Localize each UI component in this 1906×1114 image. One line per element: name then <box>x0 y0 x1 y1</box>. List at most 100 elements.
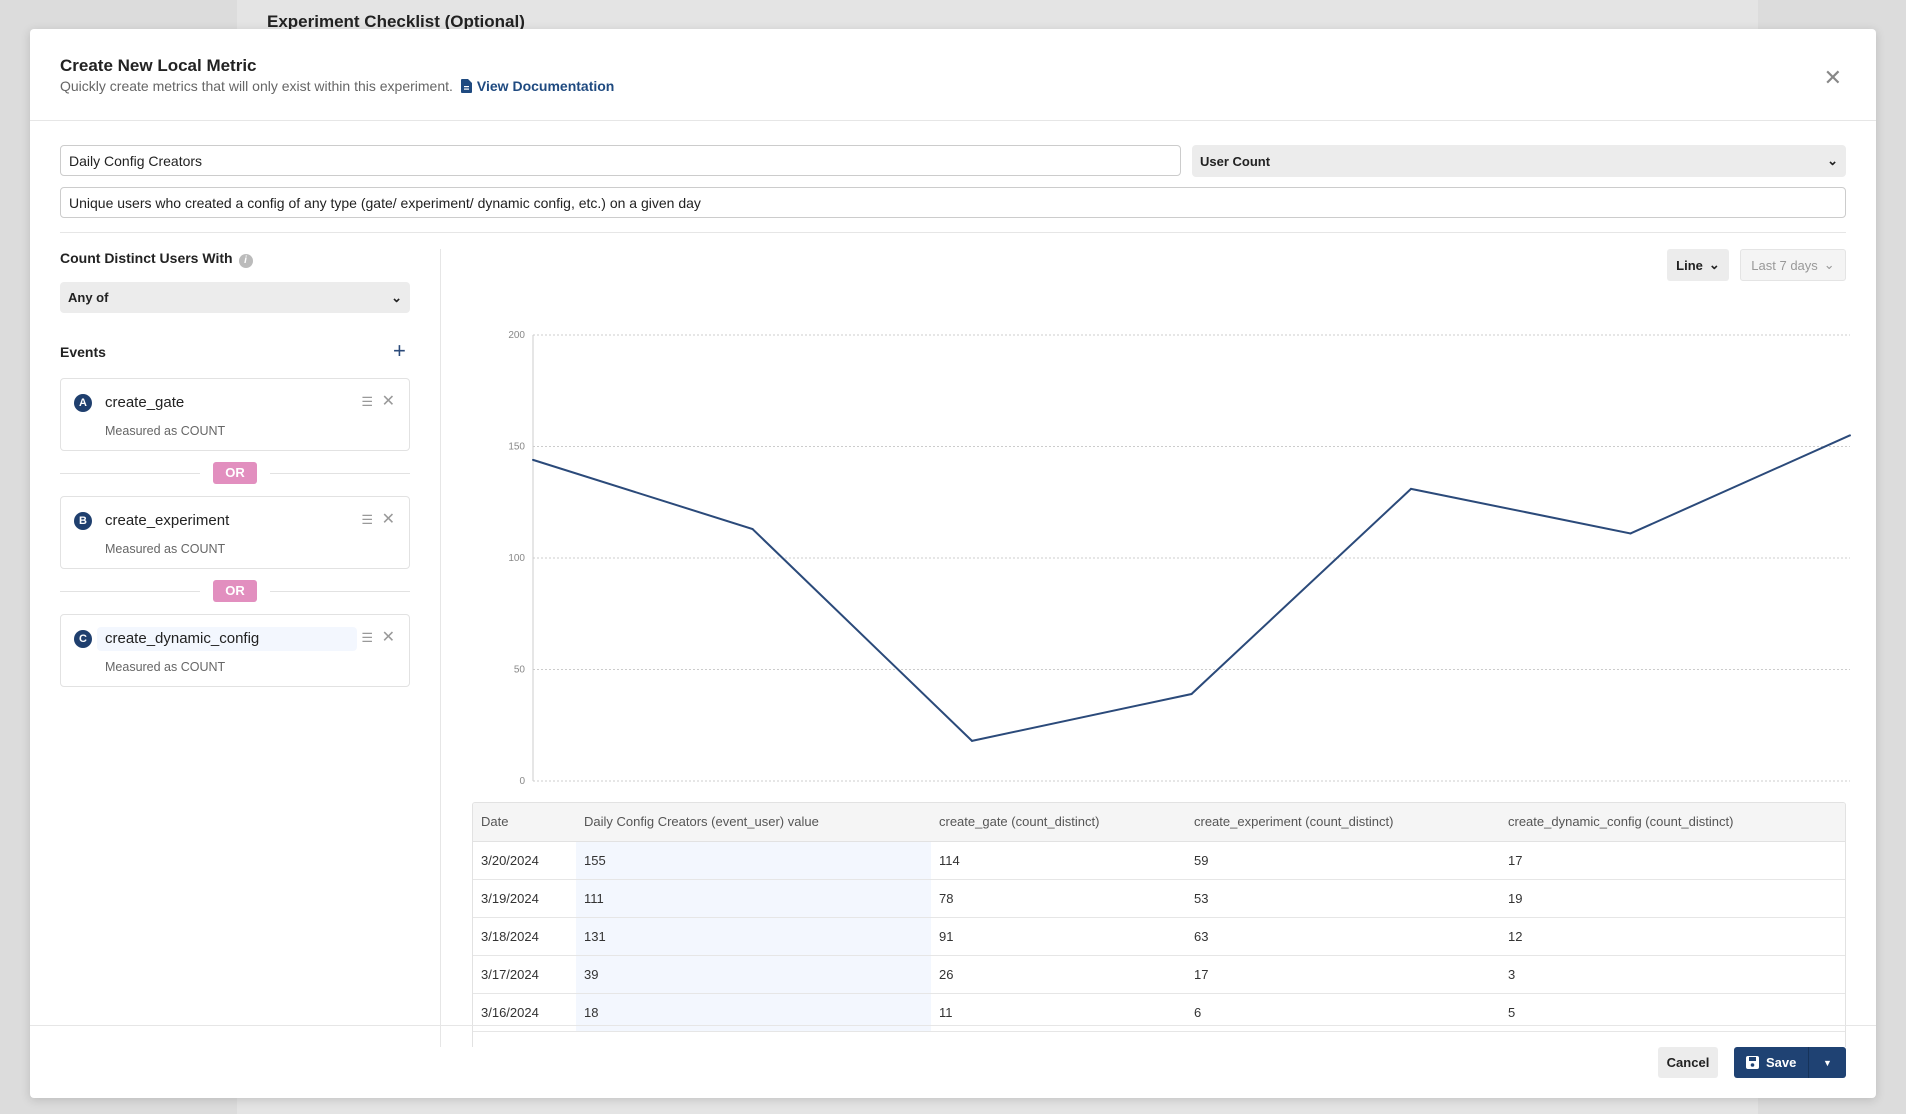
table-cell: 3/17/2024 <box>473 955 576 994</box>
data-point <box>1849 434 1851 437</box>
table-cell: 3/18/2024 <box>473 917 576 956</box>
event-card-b: B create_experiment Measured as COUNT ☰ … <box>60 496 410 569</box>
metric-name-input[interactable]: Daily Config Creators <box>60 145 1181 176</box>
count-distinct-label: Count Distinct Users With i <box>60 250 253 268</box>
divider <box>270 473 410 474</box>
chevron-down-icon: ⌄ <box>1827 153 1838 168</box>
table-cell: 53 <box>1186 879 1500 918</box>
panel-divider <box>440 249 441 1047</box>
save-button-group: Save ▼ <box>1734 1047 1846 1078</box>
chart-type-value: Line <box>1676 257 1703 273</box>
table-cell: 78 <box>931 879 1186 918</box>
or-separator: OR <box>60 580 410 602</box>
y-tick-label: 0 <box>519 776 525 787</box>
any-of-select[interactable]: Any of ⌄ <box>60 282 410 313</box>
event-card-a: A create_gate Measured as COUNT ☰ ✕ <box>60 378 410 451</box>
save-button[interactable]: Save <box>1734 1047 1809 1078</box>
table-cell: 26 <box>931 955 1186 994</box>
date-range-value: Last 7 days <box>1751 257 1818 273</box>
save-icon <box>1746 1056 1759 1069</box>
chevron-down-icon: ⌄ <box>1823 257 1835 272</box>
divider <box>60 591 200 592</box>
event-letter-badge: A <box>74 394 92 412</box>
doc-link-label: View Documentation <box>476 78 615 94</box>
filter-icon[interactable]: ☰ <box>361 630 373 645</box>
table-cell: 131 <box>576 917 931 956</box>
event-measure: Measured as COUNT <box>105 424 226 438</box>
chevron-down-icon: ⌄ <box>391 289 402 305</box>
table-cell: 111 <box>576 879 931 918</box>
table-cell: 3 <box>1500 955 1845 994</box>
save-label: Save <box>1766 1055 1797 1070</box>
remove-event-icon[interactable]: ✕ <box>381 393 395 410</box>
column-header: create_experiment (count_distinct) <box>1186 803 1500 842</box>
table-cell: 3/20/2024 <box>473 841 576 880</box>
table-cell: 17 <box>1500 841 1845 880</box>
divider <box>60 473 200 474</box>
or-badge: OR <box>213 580 257 602</box>
event-name[interactable]: create_experiment <box>105 512 230 529</box>
background-title: Experiment Checklist (Optional) <box>267 12 525 31</box>
event-card-c: C create_dynamic_config Measured as COUN… <box>60 614 410 687</box>
table-row: 3/20/2024 155 114 59 17 <box>473 841 1845 880</box>
table-cell: 114 <box>931 841 1186 880</box>
table-cell: 155 <box>576 841 931 880</box>
close-icon[interactable]: ✕ <box>1823 65 1842 90</box>
column-header: create_gate (count_distinct) <box>931 803 1186 842</box>
event-measure: Measured as COUNT <box>105 542 226 556</box>
table-row: 3/19/2024 111 78 53 19 <box>473 879 1845 918</box>
document-icon <box>460 79 472 93</box>
data-point <box>971 739 973 742</box>
remove-event-icon[interactable]: ✕ <box>381 629 395 646</box>
table-cell: 3/19/2024 <box>473 879 576 918</box>
data-point <box>751 528 754 531</box>
footer-divider <box>30 1025 1876 1026</box>
subtitle-text: Quickly create metrics that will only ex… <box>60 78 453 94</box>
table-cell: 59 <box>1186 841 1500 880</box>
column-header: Daily Config Creators (event_user) value <box>576 803 931 842</box>
events-label: Events <box>60 344 106 360</box>
line-chart: 050100150200Mar 14Mar 15Mar 16Mar 17Mar … <box>508 330 1851 787</box>
table-cell: 39 <box>576 955 931 994</box>
data-point <box>532 458 534 461</box>
header-divider <box>30 120 1876 121</box>
table-cell: 19 <box>1500 879 1845 918</box>
y-tick-label: 150 <box>508 442 525 453</box>
view-documentation-link[interactable]: View Documentation <box>460 78 615 94</box>
event-name[interactable]: create_gate <box>105 394 185 411</box>
y-tick-label: 100 <box>508 553 525 564</box>
info-icon[interactable]: i <box>238 254 253 268</box>
date-range-dropdown[interactable]: Last 7 days ⌄ <box>1740 249 1846 281</box>
chevron-down-icon: ⌄ <box>1708 257 1720 272</box>
table-cell: 91 <box>931 917 1186 956</box>
event-letter-badge: C <box>74 630 92 648</box>
cancel-button[interactable]: Cancel <box>1658 1047 1718 1078</box>
count-distinct-text: Count Distinct Users With <box>60 250 233 266</box>
column-header: Date <box>473 803 576 842</box>
data-point <box>1629 532 1632 535</box>
table-header-row: Date Daily Config Creators (event_user) … <box>473 803 1845 842</box>
or-badge: OR <box>213 462 257 484</box>
save-options-caret-icon[interactable]: ▼ <box>1823 1057 1832 1068</box>
chart-type-dropdown[interactable]: Line ⌄ <box>1667 249 1729 281</box>
create-metric-modal: Create New Local Metric Quickly create m… <box>30 29 1876 1098</box>
add-event-plus-icon[interactable]: + <box>393 338 406 363</box>
divider <box>270 591 410 592</box>
table-cell: 17 <box>1186 955 1500 994</box>
column-header: create_dynamic_config (count_distinct) <box>1500 803 1845 842</box>
or-separator: OR <box>60 462 410 484</box>
results-table: Date Daily Config Creators (event_user) … <box>472 802 1846 1047</box>
modal-subtitle: Quickly create metrics that will only ex… <box>60 78 614 94</box>
event-measure: Measured as COUNT <box>105 660 226 674</box>
modal-title: Create New Local Metric <box>60 56 257 75</box>
remove-event-icon[interactable]: ✕ <box>381 511 395 528</box>
event-name[interactable]: create_dynamic_config <box>97 627 357 651</box>
filter-icon[interactable]: ☰ <box>361 512 373 527</box>
table-row: 3/17/2024 39 26 17 3 <box>473 955 1845 994</box>
filter-icon[interactable]: ☰ <box>361 394 373 409</box>
metric-type-select[interactable]: User Count ⌄ <box>1192 145 1846 177</box>
y-tick-label: 200 <box>508 330 525 341</box>
metric-description-input[interactable]: Unique users who created a config of any… <box>60 187 1846 218</box>
data-point <box>1190 693 1193 696</box>
any-of-value: Any of <box>68 290 109 305</box>
